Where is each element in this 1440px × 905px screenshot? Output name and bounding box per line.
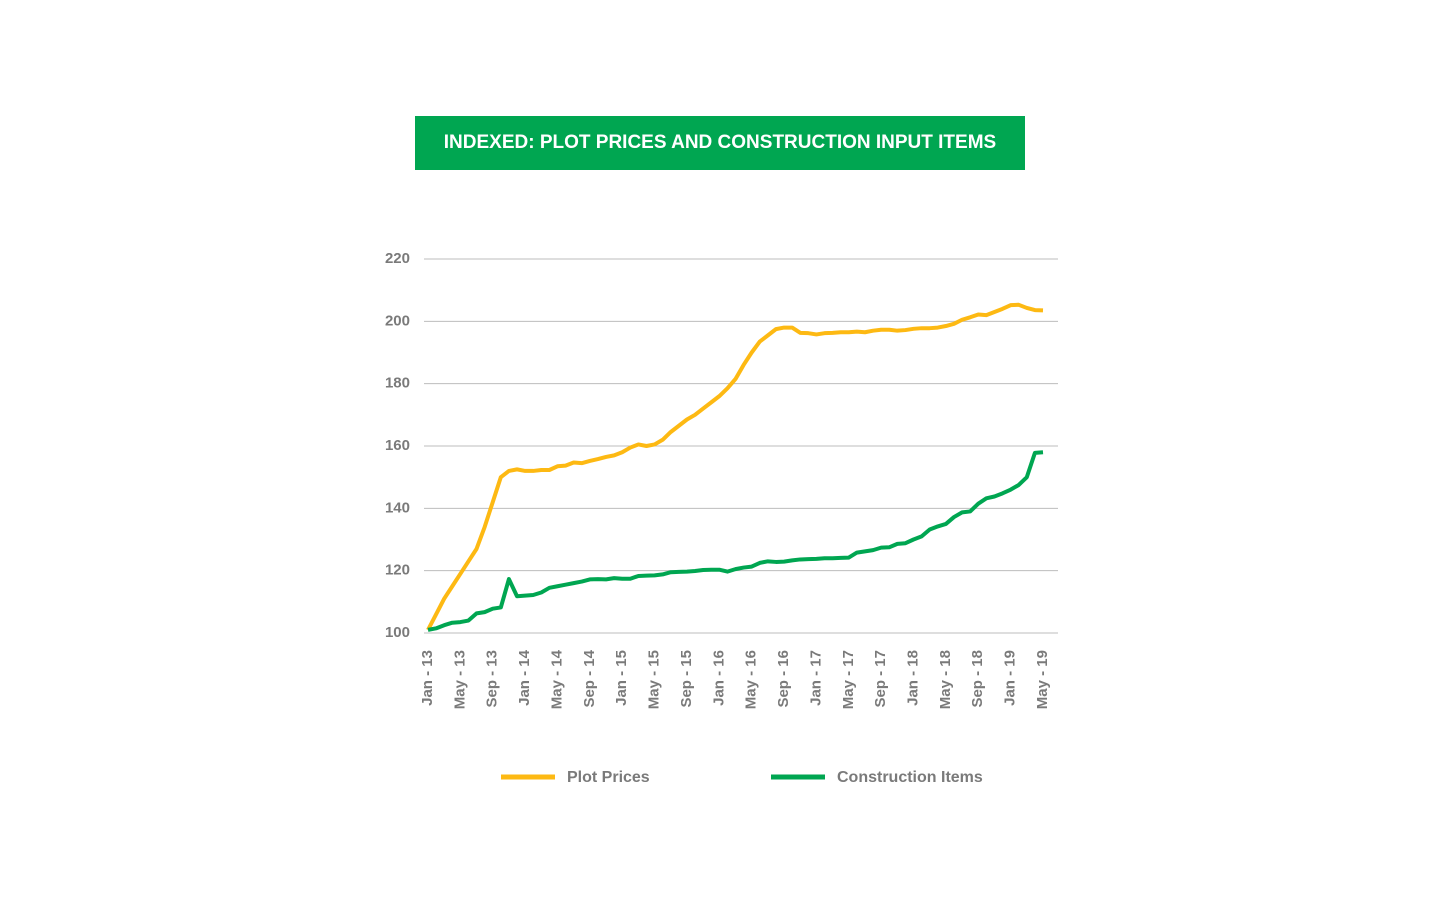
x-tick-label: May - 15 bbox=[646, 650, 663, 709]
x-tick-label: Jan - 15 bbox=[613, 650, 630, 706]
legend-label: Construction Items bbox=[837, 769, 983, 786]
y-tick-label: 160 bbox=[385, 437, 410, 454]
x-tick-label: Sep - 13 bbox=[484, 650, 501, 708]
x-tick-label: Jan - 19 bbox=[1002, 650, 1019, 706]
x-tick-label: Jan - 17 bbox=[807, 650, 824, 706]
x-tick-label: May - 16 bbox=[743, 650, 760, 709]
x-tick-label: Jan - 18 bbox=[904, 650, 921, 706]
x-tick-label: Jan - 16 bbox=[710, 650, 727, 706]
x-tick-label: May - 18 bbox=[937, 650, 954, 709]
title-box bbox=[415, 116, 1025, 170]
data-line bbox=[426, 302, 1044, 631]
y-tick-label: 220 bbox=[385, 250, 410, 267]
x-tick-label: Sep - 15 bbox=[678, 650, 695, 708]
y-tick-label: 140 bbox=[385, 499, 410, 516]
x-tick-label: Jan - 13 bbox=[419, 650, 436, 706]
x-tick-label: May - 17 bbox=[840, 650, 857, 709]
x-tick-label: May - 19 bbox=[1034, 650, 1051, 709]
legend-label: Plot Prices bbox=[567, 769, 650, 786]
x-tick-label: Sep - 17 bbox=[872, 650, 889, 708]
x-tick-label: May - 13 bbox=[451, 650, 468, 709]
x-tick-label: May - 14 bbox=[548, 649, 565, 709]
y-tick-label: 100 bbox=[385, 624, 410, 641]
y-tick-label: 120 bbox=[385, 562, 410, 579]
y-tick-label: 200 bbox=[385, 312, 410, 329]
y-tick-label: 180 bbox=[385, 375, 410, 392]
x-tick-label: Sep - 18 bbox=[969, 650, 986, 708]
chart-title: INDEXED: PLOT PRICES AND CONSTRUCTION IN… bbox=[444, 132, 996, 153]
x-tick-label: Sep - 16 bbox=[775, 650, 792, 708]
x-tick-label: Jan - 14 bbox=[516, 649, 533, 706]
x-tick-label: Sep - 14 bbox=[581, 649, 598, 707]
data-line bbox=[427, 450, 1044, 632]
